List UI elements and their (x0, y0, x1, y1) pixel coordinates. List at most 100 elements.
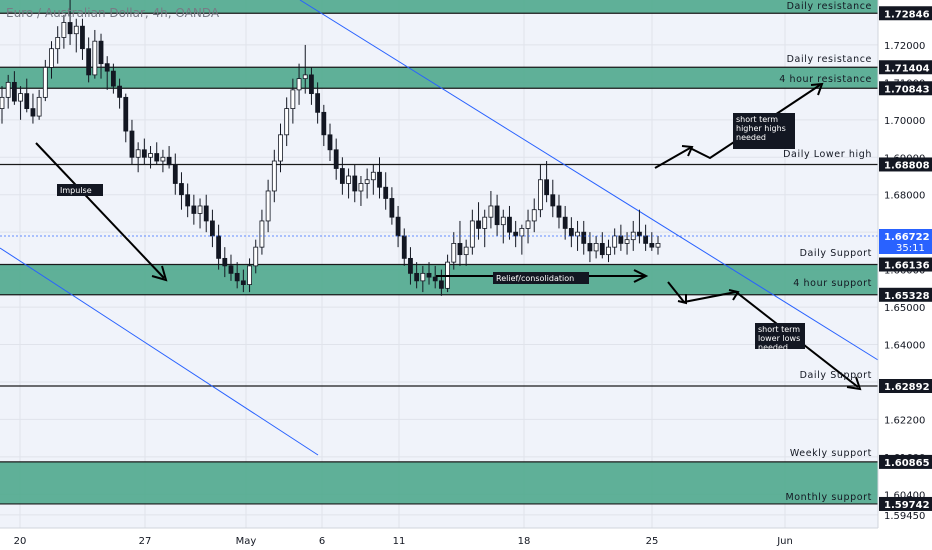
y-tick-label: 1.65000 (884, 303, 925, 314)
level-label: Daily resistance (787, 54, 872, 65)
candle-body (98, 40, 104, 65)
candle-body (482, 216, 488, 229)
price-badge (879, 6, 932, 21)
candle-body (166, 156, 172, 166)
candle-body (296, 78, 302, 91)
annotation-background (733, 113, 795, 149)
candle-body (544, 179, 550, 196)
level-label: Daily Lower high (783, 149, 872, 160)
zones-layer (0, 0, 878, 504)
symbol-label[interactable]: Euro / Australian Dollar, 4h, OANDA (6, 6, 220, 20)
candle-body (228, 265, 234, 274)
candle-body (265, 190, 271, 222)
lower-lows-head-1 (677, 294, 687, 305)
level-label: Daily Support (800, 370, 872, 381)
candle-body (247, 265, 252, 285)
candle-body (179, 183, 184, 196)
x-tick-label: 18 (518, 536, 531, 547)
candle-body (395, 216, 401, 237)
annotation-text: Relief/consolidation (496, 274, 574, 283)
x-tick-label: 11 (393, 536, 406, 547)
x-tick-label: 20 (14, 536, 27, 547)
candle-body (420, 272, 426, 282)
candle-body (389, 198, 395, 218)
candle-body (141, 149, 147, 158)
candle-body (575, 231, 580, 237)
candle-body (210, 220, 215, 237)
candle-body (370, 171, 376, 181)
x-tick-label: 25 (646, 536, 659, 547)
annotation-box: short term higher highs needed (733, 113, 795, 149)
candle-body (172, 164, 178, 184)
level-label: Daily resistance (787, 1, 872, 12)
weekly-monthly-support-zone (0, 461, 878, 504)
candle-body (290, 89, 296, 109)
candle-body (525, 220, 531, 229)
candle-body (185, 194, 191, 207)
candle-body (556, 205, 562, 218)
candle-body (333, 149, 339, 169)
price-badge (879, 60, 932, 75)
candle-body (383, 186, 389, 199)
candle-body (278, 134, 283, 162)
four-hour-resistance-zone (0, 67, 878, 89)
candle-body (73, 25, 79, 35)
candle-body (216, 235, 222, 259)
candle-body (519, 228, 525, 237)
candle-body (494, 205, 500, 226)
candle-body (538, 179, 543, 211)
y-tick-label: 1.68000 (884, 191, 925, 202)
relief-arrow-head (633, 269, 649, 283)
lower-lows-head-3 (846, 376, 862, 391)
y-tick-label: 1.64000 (884, 341, 925, 352)
price-badge-text: 1.71404 (884, 63, 930, 74)
candle-body (11, 81, 17, 102)
y-tick-label: 1.60400 (884, 490, 925, 501)
price-badge-text: 1.72846 (884, 9, 930, 20)
level-label: 4 hour resistance (779, 74, 872, 85)
price-badge (879, 496, 932, 511)
candle-body (67, 22, 73, 35)
candle-body (42, 67, 48, 98)
price-badge-text: 1.59742 (884, 500, 930, 511)
price-badge-text: 1.65328 (884, 291, 930, 302)
candle-body (618, 235, 624, 244)
candle-body (123, 96, 129, 132)
candle-body (302, 74, 308, 80)
annotation-background (57, 184, 103, 196)
lower-lows-head-2 (728, 289, 740, 301)
candle-body (624, 239, 630, 244)
candle-body (321, 111, 327, 136)
candle-body (309, 74, 314, 95)
candle-body (581, 231, 587, 244)
candle-body (5, 81, 11, 98)
candle-body (234, 272, 240, 282)
candle-body (587, 243, 593, 252)
impulse-arrow-head (151, 265, 168, 282)
candle-body (426, 272, 432, 278)
levels-layer (0, 12, 878, 505)
higher-highs-head-2 (810, 82, 824, 96)
candle-body (284, 108, 290, 136)
candle-body (513, 231, 519, 237)
candle-body (240, 280, 246, 285)
candles-layer (0, 0, 661, 296)
annotation-background (755, 323, 805, 349)
candle-body (271, 160, 277, 192)
candle-body (593, 243, 599, 252)
candle-body (451, 243, 457, 263)
candle-body (649, 243, 655, 248)
candle-body (160, 156, 166, 162)
price-badge (879, 287, 932, 302)
annotation-text: short term higher highs needed (736, 115, 786, 142)
price-badge (879, 257, 932, 272)
candle-body (531, 209, 537, 222)
y-tick-label: 1.62200 (884, 415, 925, 426)
candle-body (117, 85, 122, 98)
x-tick-label: 27 (139, 536, 152, 547)
candle-body (24, 93, 30, 109)
x-axis[interactable]: 20 27 May 6 11 18 25 Jun (14, 536, 793, 547)
candle-body (222, 257, 228, 267)
candle-body (655, 243, 661, 248)
